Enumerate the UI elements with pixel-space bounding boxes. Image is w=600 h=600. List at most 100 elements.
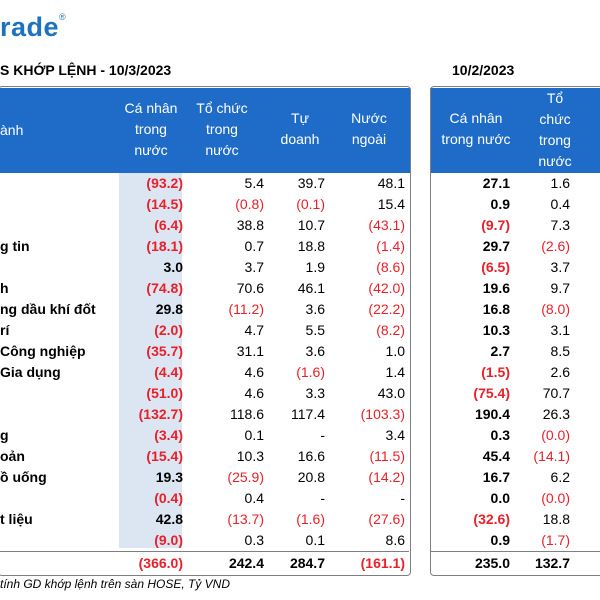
- sector-label: g tin: [0, 238, 30, 254]
- value-cell-1: 38.8: [236, 217, 264, 233]
- value-cell-1: 0.1: [244, 427, 264, 443]
- prev-value-cell-1: 2.6: [550, 364, 570, 380]
- value-cell-3: 1.4: [385, 364, 405, 380]
- value-cell-3: 1.0: [385, 343, 405, 359]
- prev-value-cell-0: 0.0: [490, 490, 510, 506]
- value-cell-0: (9.0): [154, 532, 183, 548]
- header-institution-domestic-prev: Tổ chức trong nước: [538, 90, 572, 169]
- prev-value-cell-1: (0.0): [541, 427, 570, 443]
- table-row: ồ uống 19.3 (25.9) 20.8 (14.2) 16.7 6.2: [0, 467, 600, 488]
- value-cell-2: 3.6: [305, 343, 325, 359]
- prev-value-cell-1: 8.5: [550, 343, 570, 359]
- table-row: (6.4) 38.8 10.7 (43.1) (9.7) 7.3: [0, 215, 600, 236]
- value-cell-0: (14.5): [146, 196, 183, 212]
- left-table-header: ành Cá nhân trong nước Tổ chức trong nước Tự…: [0, 88, 410, 173]
- value-cell-1: 4.6: [244, 364, 264, 380]
- value-cell-0: (4.4): [154, 364, 183, 380]
- prev-value-cell-0: 190.4: [474, 406, 510, 422]
- prev-value-cell-1: 6.2: [550, 469, 570, 485]
- value-cell-1: 0.3: [244, 532, 264, 548]
- table-row: Công nghiệp (35.7) 31.1 3.6 1.0 2.7 8.5: [0, 341, 600, 362]
- value-cell-0: (366.0): [138, 555, 183, 571]
- value-cell-3: (14.2): [368, 469, 405, 485]
- header-foreign: Nước ngoài: [351, 110, 387, 147]
- sector-label: t liệu: [0, 511, 33, 527]
- value-cell-1: 10.3: [236, 448, 264, 464]
- prev-value-cell-0: (9.7): [481, 217, 510, 233]
- value-cell-0: (74.8): [146, 280, 183, 296]
- value-cell-2: 284.7: [289, 555, 325, 571]
- value-cell-1: 4.7: [244, 322, 264, 338]
- table-row: oản (15.4) 10.3 16.6 (11.5) 45.4 (14.1): [0, 446, 600, 467]
- value-cell-3: 8.6: [385, 532, 405, 548]
- highlight-column: [119, 173, 182, 548]
- prev-value-cell-0: (32.6): [473, 511, 510, 527]
- sector-label: rí: [0, 322, 10, 338]
- table-row: g tin (18.1) 0.7 18.8 (1.4) 29.7 (2.6): [0, 236, 600, 257]
- prev-value-cell-0: 0.3: [490, 427, 510, 443]
- value-cell-3: 48.1: [377, 175, 405, 191]
- prev-value-cell-1: 3.1: [550, 322, 570, 338]
- prev-value-cell-0: 27.1: [482, 175, 510, 191]
- table-row: t liệu 42.8 (13.7) (1.6) (27.6) (32.6) 18.8: [0, 509, 600, 530]
- table-row: rí (2.0) 4.7 5.5 (8.2) 10.3 3.1: [0, 320, 600, 341]
- value-cell-0: (18.1): [146, 238, 183, 254]
- sector-label: Công nghiệp: [0, 343, 86, 359]
- value-cell-2: 10.7: [297, 217, 325, 233]
- value-cell-0: 42.8: [155, 511, 183, 527]
- table-row: (93.2) 5.4 39.7 48.1 27.1 1.6: [0, 173, 600, 194]
- prev-value-cell-0: (1.5): [481, 364, 510, 380]
- value-cell-3: (27.6): [368, 511, 405, 527]
- value-cell-1: 118.6: [230, 406, 264, 422]
- prev-value-cell-1: 1.6: [550, 175, 570, 191]
- right-table-frame: [430, 86, 600, 576]
- table-row: ng dầu khí đốt 29.8 (11.2) 3.6 (22.2) 16.8 (8.…: [0, 299, 600, 320]
- value-cell-0: 3.0: [163, 259, 183, 275]
- header-institution-domestic: Tổ chức trong nước: [196, 100, 248, 158]
- value-cell-2: (0.1): [296, 196, 325, 212]
- value-cell-0: (93.2): [146, 175, 183, 191]
- table-row: (14.5) (0.8) (0.1) 15.4 0.9 0.4: [0, 194, 600, 215]
- prev-value-cell-1: (14.1): [533, 448, 570, 464]
- value-cell-3: -: [400, 490, 405, 506]
- value-cell-3: (42.0): [368, 280, 405, 296]
- prev-value-cell-0: 2.7: [490, 343, 510, 359]
- prev-value-cell-0: 29.7: [482, 238, 510, 254]
- value-cell-0: 19.3: [155, 469, 183, 485]
- table-row: (51.0) 4.6 3.3 43.0 (75.4) 70.7: [0, 383, 600, 404]
- value-cell-2: 0.1: [305, 532, 325, 548]
- prev-value-cell-0: 10.3: [482, 322, 510, 338]
- logo-text: rade: [0, 12, 60, 42]
- value-cell-2: 20.8: [297, 469, 325, 485]
- sector-label: g: [0, 427, 9, 443]
- value-cell-1: 31.1: [236, 343, 264, 359]
- table-row: (132.7) 118.6 117.4 (103.3) 190.4 26.3: [0, 404, 600, 425]
- value-cell-0: (3.4): [154, 427, 183, 443]
- prev-value-cell-1: (0.0): [541, 490, 570, 506]
- value-cell-2: 117.4: [291, 406, 325, 422]
- registered-mark: ®: [59, 12, 67, 22]
- prev-value-cell-0: (6.5): [481, 259, 510, 275]
- value-cell-1: 0.4: [244, 490, 264, 506]
- prev-value-cell-1: 26.3: [542, 406, 570, 422]
- prev-value-cell-1: (2.6): [541, 238, 570, 254]
- value-cell-3: (8.2): [376, 322, 405, 338]
- value-cell-2: 18.8: [297, 238, 325, 254]
- value-cell-3: (1.4): [376, 238, 405, 254]
- value-cell-2: 46.1: [297, 280, 325, 296]
- left-table-frame: [0, 86, 411, 576]
- value-cell-1: (25.9): [227, 469, 264, 485]
- value-cell-2: 3.3: [305, 385, 325, 401]
- sector-label: ồ uống: [0, 469, 47, 485]
- prev-value-cell-0: 16.7: [482, 469, 510, 485]
- value-cell-1: 3.7: [244, 259, 264, 275]
- prev-value-cell-0: 45.4: [482, 448, 510, 464]
- value-cell-2: 16.6: [297, 448, 325, 464]
- prev-value-cell-0: 235.0: [474, 555, 510, 571]
- total-row: (366.0) 242.4 284.7 (161.1) 235.0 132.7: [0, 553, 600, 574]
- sector-label: h: [0, 280, 9, 296]
- total-separator-left: [0, 551, 409, 552]
- value-cell-2: (1.6): [296, 364, 325, 380]
- value-cell-1: 5.4: [244, 175, 264, 191]
- header-individual-domestic: Cá nhân trong nước: [124, 100, 178, 158]
